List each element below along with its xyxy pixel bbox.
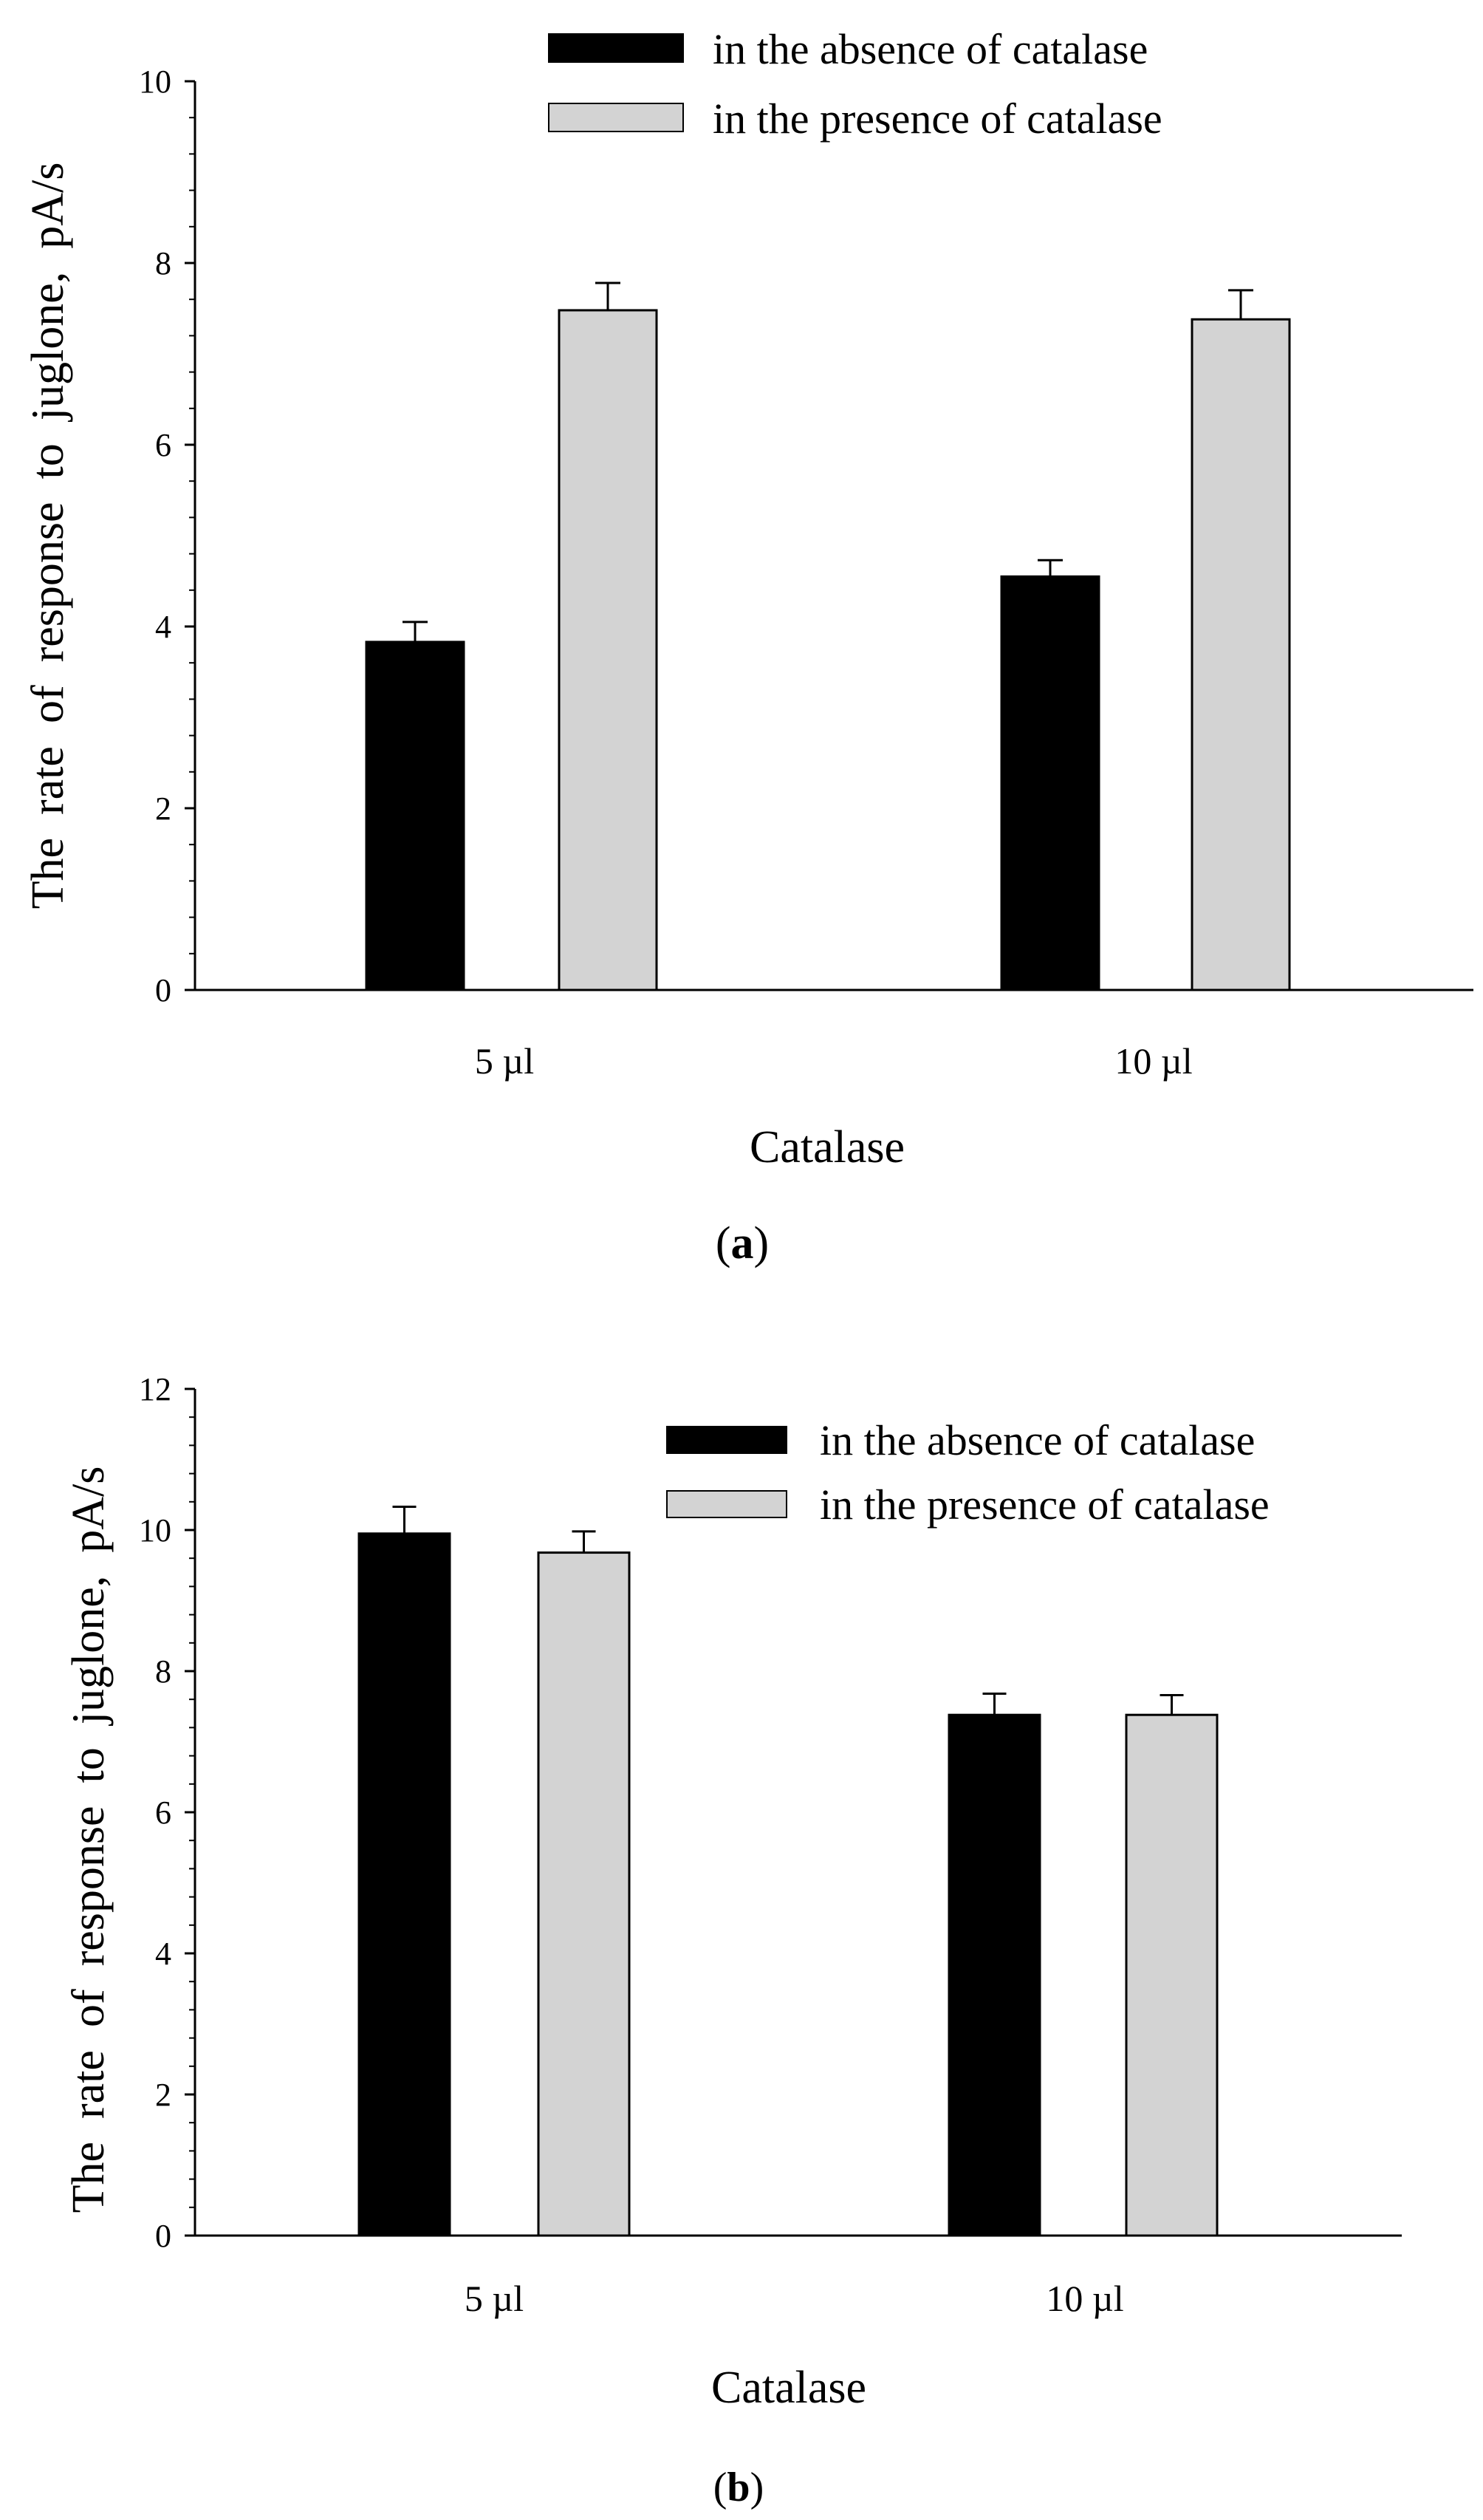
bar [537,1551,631,2237]
legend: in the absence of catalase in the presen… [666,1416,1270,1529]
chart-panel-a: 0 2 4 6 8 10 The rate of response to juglone,… [23,25,1473,1268]
chart-panel-b: 0 2 4 6 8 10 12 The rate of response to juglon… [64,1371,1402,2510]
y-tick-label: 8 [155,245,171,281]
y-tick-label: 6 [155,1795,171,1831]
x-tick-label: 10 µl [1114,1040,1192,1082]
y-tick-label: 4 [155,1936,171,1972]
legend-swatch-presence [548,103,684,132]
x-tick-label: 5 µl [465,2278,524,2319]
y-tick-label: 0 [155,972,171,1008]
y-tick-label: 2 [155,791,171,827]
x-axis-title: Catalase [711,2363,866,2413]
bar [1125,1713,1219,2237]
legend-label-presence: in the presence of catalase [713,95,1162,143]
legend-label-absence: in the absence of catalase [820,1416,1255,1464]
bar [948,1713,1041,2237]
panel-label: (b) [713,2465,764,2510]
legend-label-presence: in the presence of catalase [820,1481,1270,1529]
bar [357,1532,451,2237]
legend-label-absence: in the absence of catalase [713,25,1148,73]
bar [365,641,465,991]
bar [558,309,658,991]
y-tick-label: 10 [139,64,171,100]
y-tick-label: 6 [155,427,171,463]
y-tick-label: 10 [139,1512,171,1548]
y-tick-label: 8 [155,1653,171,1690]
bar [1000,575,1100,991]
legend: in the absence of catalase in the presen… [548,25,1162,143]
panel-label: (a) [716,1218,769,1268]
y-tick-label: 0 [155,2218,171,2254]
legend-swatch-absence [548,33,684,63]
y-tick-label: 2 [155,2077,171,2113]
legend-swatch-presence [666,1490,787,1518]
x-tick-label: 10 µl [1046,2278,1123,2319]
y-tick-label: 12 [139,1371,171,1407]
y-tick-label: 4 [155,609,171,645]
y-axis-title: The rate of response to juglone, pA/s [23,163,73,909]
legend-swatch-absence [666,1426,787,1454]
y-axis-title: The rate of response to juglone, pA/s [64,1466,114,2213]
x-tick-label: 5 µl [475,1040,534,1082]
bar [1191,318,1291,991]
x-axis-title: Catalase [750,1122,905,1172]
